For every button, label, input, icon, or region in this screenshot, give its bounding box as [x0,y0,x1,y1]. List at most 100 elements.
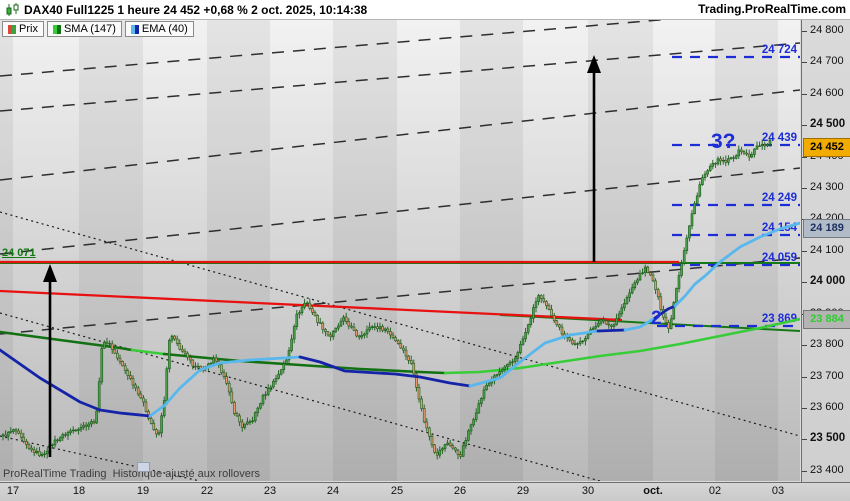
candle-down [539,295,543,299]
candle-up [672,302,676,320]
ema-40-line[interactable] [596,328,627,333]
ascending-dashed-trendline[interactable] [0,89,800,181]
candle-up [61,434,65,439]
candle-down [136,387,140,395]
ema-40-line[interactable] [148,355,302,418]
candle-down [149,418,153,424]
price-swatch-icon [8,24,16,34]
ema-40-line[interactable] [468,329,600,388]
candle-down [389,331,392,336]
candle-up [526,324,530,333]
candle-up [82,424,85,428]
candle-up [272,381,275,388]
ema-40-line[interactable] [653,304,677,320]
time-axis-label: 03 [771,485,785,497]
legend-sma-button[interactable]: SMA (147) [46,21,122,37]
ema-40-line[interactable] [0,348,152,418]
candle-down [121,361,124,367]
candle-down [649,272,652,276]
ascending-dashed-trendline[interactable] [0,257,800,335]
candle-up [516,352,520,359]
candle-up [591,327,595,330]
candle-up [630,287,634,294]
candle-down [381,326,384,331]
time-axis-label: 02 [708,485,722,497]
ascending-dashed-trendline[interactable] [0,8,800,77]
candle-down [84,424,88,427]
price-axis-label: 23 600 [810,401,844,413]
candle-down [188,356,192,361]
candle-down [404,349,408,357]
candle-down [610,324,613,327]
candle-down [313,312,317,316]
candle-down [4,434,7,437]
candle-up [277,373,280,379]
candle-down [555,320,559,326]
projection-arrow-up[interactable] [587,55,601,262]
ema-value-tag: 24 189 [803,219,850,238]
candle-down [399,343,403,349]
time-axis[interactable]: 17 18 19 22 23 24 25 26 29 30 oct. 02 03 [0,482,850,501]
candle-up [378,326,382,330]
candle-down [454,447,457,451]
legend-ema-button[interactable]: EMA (40) [124,21,194,37]
price-axis-label: 24 800 [810,24,844,36]
candle-up [519,344,522,354]
candle-up [282,363,286,371]
candle-up [40,453,44,456]
candle-up [53,439,57,446]
indicator-legend: Prix SMA (147) EMA (40) [2,21,194,37]
candle-down [105,341,109,344]
candle-up [597,322,600,327]
price-axis-tickmark [802,408,807,409]
candle-up [750,154,754,158]
day-session-band [333,19,397,481]
sma-147-line[interactable] [130,348,166,356]
candle-up [581,340,585,343]
candle-down [144,401,148,412]
candle-up [768,139,772,145]
descending-dotted-trendline[interactable] [0,211,800,437]
candle-up [503,366,507,370]
candle-down [308,302,312,309]
sma-147-line[interactable] [0,330,134,352]
candle-down [714,163,717,165]
candle-down [560,326,564,335]
descending-dotted-trendline[interactable] [0,435,201,481]
candle-down [220,364,223,373]
candle-down [420,398,423,409]
candle-down [175,338,179,344]
ascending-dashed-trendline[interactable] [0,167,800,255]
candle-up [615,318,618,326]
projection-arrow-up[interactable] [43,264,57,457]
level-price-label-left: 24 071 [2,247,36,259]
candle-down [123,365,127,371]
ema-40-line[interactable] [673,221,800,308]
candle-up [529,318,533,325]
prorealtime-brand-link[interactable]: Trading.ProRealTime.com [698,2,846,16]
candle-down [32,449,36,454]
candle-up [103,341,106,349]
ema-40-line[interactable] [623,316,657,332]
candle-up [474,412,478,420]
ema-40-line[interactable] [298,355,472,388]
price-axis-label: 24 700 [810,55,844,67]
candle-down [558,324,561,328]
legend-price-button[interactable]: Prix [2,21,44,37]
candle-down [186,352,189,358]
current-price-tag: 24 452 [803,138,850,157]
candle-up [537,295,540,302]
ascending-dashed-trendline[interactable] [0,42,800,112]
candle-down [376,326,379,330]
candle-down [422,408,426,423]
descending-dotted-trendline[interactable] [0,312,601,481]
candle-down [719,158,722,162]
price-axis-tickmark [802,282,807,283]
candle-down [742,151,746,154]
candle-up [100,347,104,383]
candle-up [383,328,387,331]
candle-up [617,313,621,319]
